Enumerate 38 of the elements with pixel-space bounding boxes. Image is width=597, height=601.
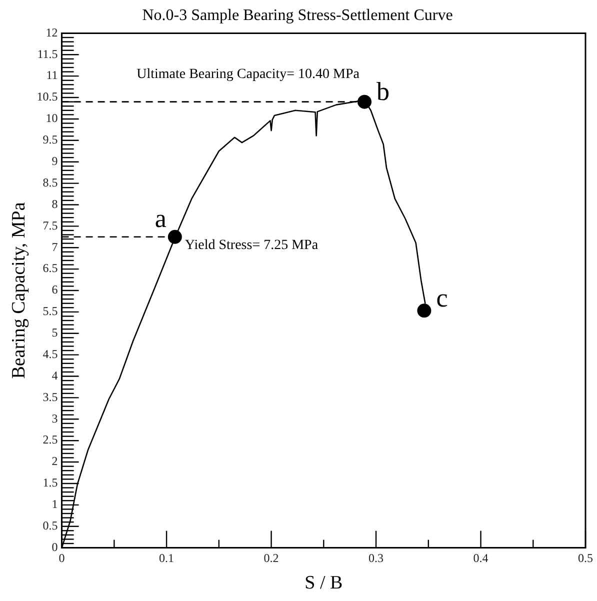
y-tick-label: 5 — [52, 326, 58, 340]
y-tick-label: 1.5 — [42, 476, 58, 490]
y-tick-label: 9.5 — [42, 132, 58, 147]
y-tick-label: 0 — [52, 540, 58, 554]
y-tick-label: 10 — [46, 111, 58, 126]
annotation: Ultimate Bearing Capacity= 10.40 MPa — [136, 66, 360, 82]
y-tick-label: 5.5 — [42, 304, 58, 318]
y-tick-label: 11 — [46, 68, 58, 82]
y-tick-label: 8.5 — [42, 175, 58, 190]
y-tick-label: 11.5 — [37, 46, 58, 61]
x-tick-label: 0.3 — [368, 551, 384, 566]
y-tick-label: 6 — [52, 282, 58, 297]
y-tick-label: 1 — [52, 497, 58, 512]
y-tick-label: 7 — [52, 240, 58, 254]
annotation: a — [154, 204, 167, 233]
x-tick-label: 0.5 — [578, 551, 593, 566]
y-tick-label: 7.5 — [42, 218, 58, 232]
annotation: b — [376, 76, 390, 106]
x-tick-label: 0.2 — [264, 551, 279, 566]
x-tick-label: 0.4 — [473, 551, 488, 566]
annotation: Yield Stress= 7.25 MPa — [184, 238, 319, 253]
y-tick-label: 4 — [52, 368, 58, 382]
y-tick-label: 9 — [52, 154, 58, 168]
y-tick-label: 6.5 — [42, 261, 58, 276]
y-tick-label: 4.5 — [42, 346, 58, 361]
y-axis-title: Bearing Capacity, MPa — [8, 202, 30, 379]
y-tick-label: 2 — [52, 454, 58, 468]
chart-title: No.0-3 Sample Bearing Stress-Settlement Curve — [142, 6, 453, 24]
y-tick-label: 0.5 — [42, 518, 58, 533]
x-tick-label: 0.1 — [159, 551, 174, 566]
y-tick-label: 12 — [46, 25, 58, 40]
y-tick-label: 3.5 — [42, 390, 58, 404]
y-tick-label: 8 — [52, 196, 58, 211]
y-tick-label: 2.5 — [42, 432, 58, 447]
y-tick-label: 3 — [52, 411, 58, 426]
annotation: c — [436, 284, 448, 313]
y-tick-label: 10.5 — [36, 90, 58, 104]
x-axis-title: S / B — [304, 572, 343, 594]
